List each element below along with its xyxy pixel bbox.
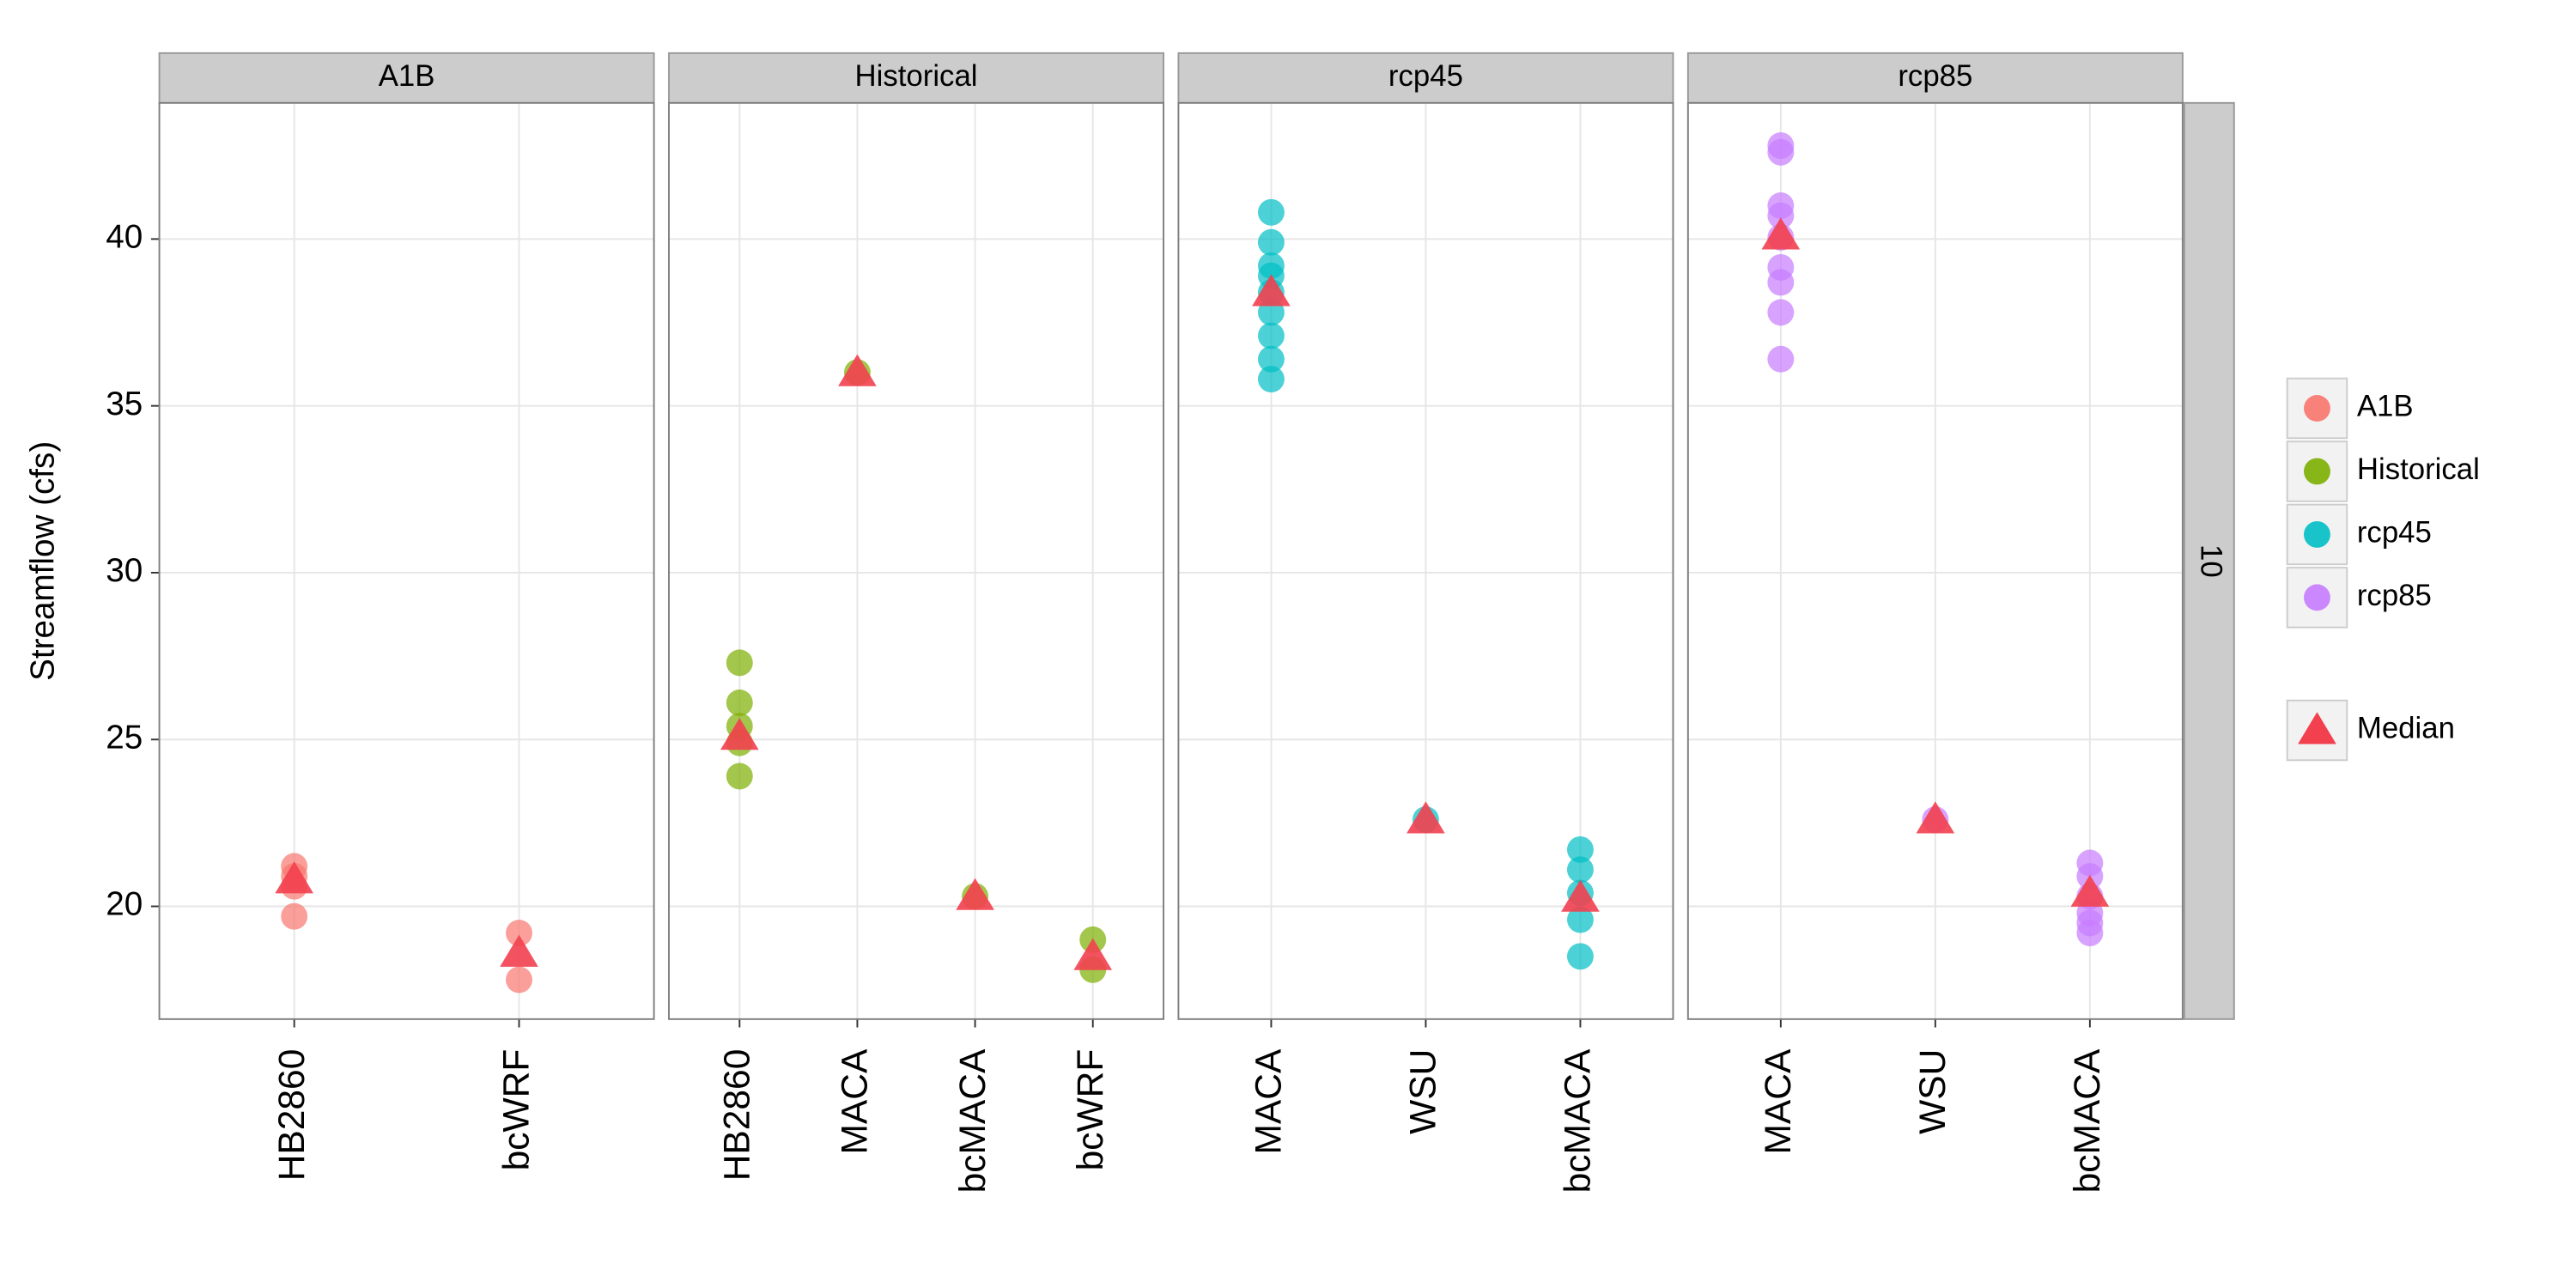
median-marker (275, 861, 313, 894)
panel-background (159, 102, 654, 1019)
median-marker (500, 934, 538, 967)
x-tick-label: WSU (1404, 1049, 1444, 1134)
median-marker (2070, 874, 2110, 907)
x-tick-label: MACA (835, 1048, 876, 1154)
y-tick-label: 40 (106, 219, 143, 256)
data-point (1257, 228, 1285, 256)
data-point (1257, 322, 1285, 349)
y-tick-label: 35 (106, 386, 143, 422)
x-tick-label: HB2860 (272, 1049, 313, 1182)
legend-swatch (2303, 458, 2330, 485)
legend-swatch (2303, 395, 2330, 422)
x-tick-label: MACA (1759, 1048, 1799, 1154)
facet-title: rcp45 (1388, 60, 1463, 93)
x-tick-label: bcWRF (1071, 1049, 1111, 1171)
data-point (1566, 856, 1594, 884)
median-marker (1406, 801, 1445, 834)
legend-label: rcp85 (2357, 580, 2432, 612)
data-point (1767, 269, 1795, 296)
data-point (1566, 835, 1594, 863)
facet-strip (668, 52, 1164, 104)
median-marker (956, 878, 994, 910)
data-point (281, 902, 308, 930)
legend-swatch (2303, 520, 2330, 548)
panel-border (158, 101, 655, 1020)
row-strip-label: 10 (2195, 544, 2227, 578)
data-point (506, 920, 532, 947)
median-marker (720, 718, 759, 750)
data-point (726, 649, 753, 677)
median-marker (1916, 801, 1955, 834)
panel-border (1686, 101, 2184, 1020)
x-tick-label: HB2860 (718, 1049, 758, 1182)
data-point (1257, 366, 1285, 393)
legend-label: rcp45 (2357, 517, 2432, 550)
x-tick-label: bcWRF (497, 1049, 538, 1171)
median-marker (1252, 274, 1291, 307)
facet-strip (1686, 52, 2184, 104)
legend-label: Historical (2357, 453, 2480, 486)
x-tick-label: WSU (1913, 1049, 1953, 1134)
facet-title: rcp85 (1898, 60, 1972, 93)
legend-key (2286, 503, 2348, 566)
median-marker (1561, 879, 1600, 912)
median-marker (838, 354, 877, 386)
y-tick-label: 30 (106, 552, 143, 589)
row-strip (2183, 101, 2235, 1020)
y-tick-label: 20 (106, 886, 143, 923)
data-point (1257, 345, 1285, 373)
panel-border (1177, 101, 1674, 1020)
legend-swatch (2298, 712, 2336, 744)
facet-title: A1B (379, 60, 435, 93)
data-point (726, 762, 753, 790)
facet-strip (158, 52, 655, 104)
data-point (1767, 345, 1795, 373)
data-point (1767, 299, 1795, 326)
legend-label: Median (2357, 713, 2455, 745)
data-point (1767, 138, 1795, 166)
x-tick-label: bcMACA (953, 1048, 993, 1193)
legend-swatch (2303, 584, 2330, 611)
data-point (726, 690, 753, 716)
facet-title: Historical (855, 60, 978, 93)
x-tick-label: bcMACA (2068, 1048, 2108, 1193)
y-axis-label: Streamflow (cfs) (24, 441, 61, 681)
y-tick-label: 25 (106, 719, 143, 756)
legend-label: A1B (2357, 391, 2414, 423)
data-point (1767, 202, 1795, 229)
x-tick-label: MACA (1249, 1048, 1290, 1154)
median-marker (1073, 938, 1113, 970)
data-point (1566, 906, 1594, 933)
panel-background (668, 102, 1164, 1019)
panel-border (668, 101, 1164, 1020)
data-point (506, 966, 532, 993)
median-marker (1761, 217, 1801, 250)
x-tick-label: bcMACA (1558, 1048, 1599, 1193)
data-point (1566, 943, 1594, 970)
data-point (1257, 198, 1285, 226)
data-point (2076, 920, 2104, 947)
